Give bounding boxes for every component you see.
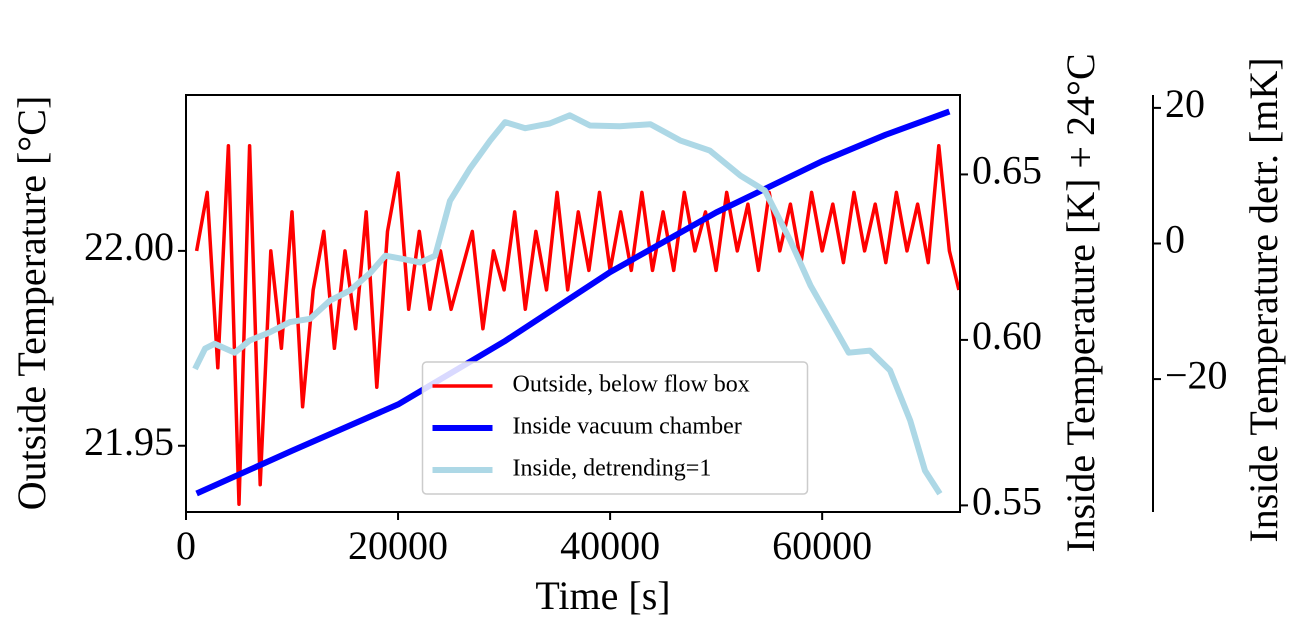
legend-label: Outside, below flow box (513, 372, 750, 398)
legend-label: Inside vacuum chamber (513, 414, 742, 440)
x-axis-label: Time [s] (535, 573, 670, 618)
legend-label: Inside, detrending=1 (513, 456, 712, 482)
y2ticks-label: 0.60 (972, 313, 1042, 358)
y3ticks-label: −20 (1165, 352, 1228, 397)
plot-frame (185, 94, 961, 513)
legend-box (421, 361, 809, 495)
x-tick-label: 40000 (560, 523, 660, 568)
series-line (195, 108, 951, 497)
yticks-label: 22.00 (84, 224, 174, 269)
x-tick-label: 20000 (348, 523, 448, 568)
y3ticks-label: 0 (1165, 217, 1185, 262)
y2-axis-label: Inside Temperature [K] + 24°C (1058, 53, 1103, 552)
yticks-label: 21.95 (84, 419, 174, 464)
series-line (192, 112, 943, 496)
x-tick-label: 60000 (772, 523, 872, 568)
series-line (194, 143, 960, 506)
x-tick-label: 0 (176, 523, 196, 568)
y2ticks-label: 0.55 (972, 479, 1042, 524)
y-axis-label: Outside Temperature [°C] (9, 96, 54, 511)
y3ticks-label: 20 (1165, 81, 1205, 126)
y2ticks-label: 0.65 (972, 148, 1042, 193)
y3-axis-label: Inside Temperature detr. [mK] (1241, 57, 1286, 542)
